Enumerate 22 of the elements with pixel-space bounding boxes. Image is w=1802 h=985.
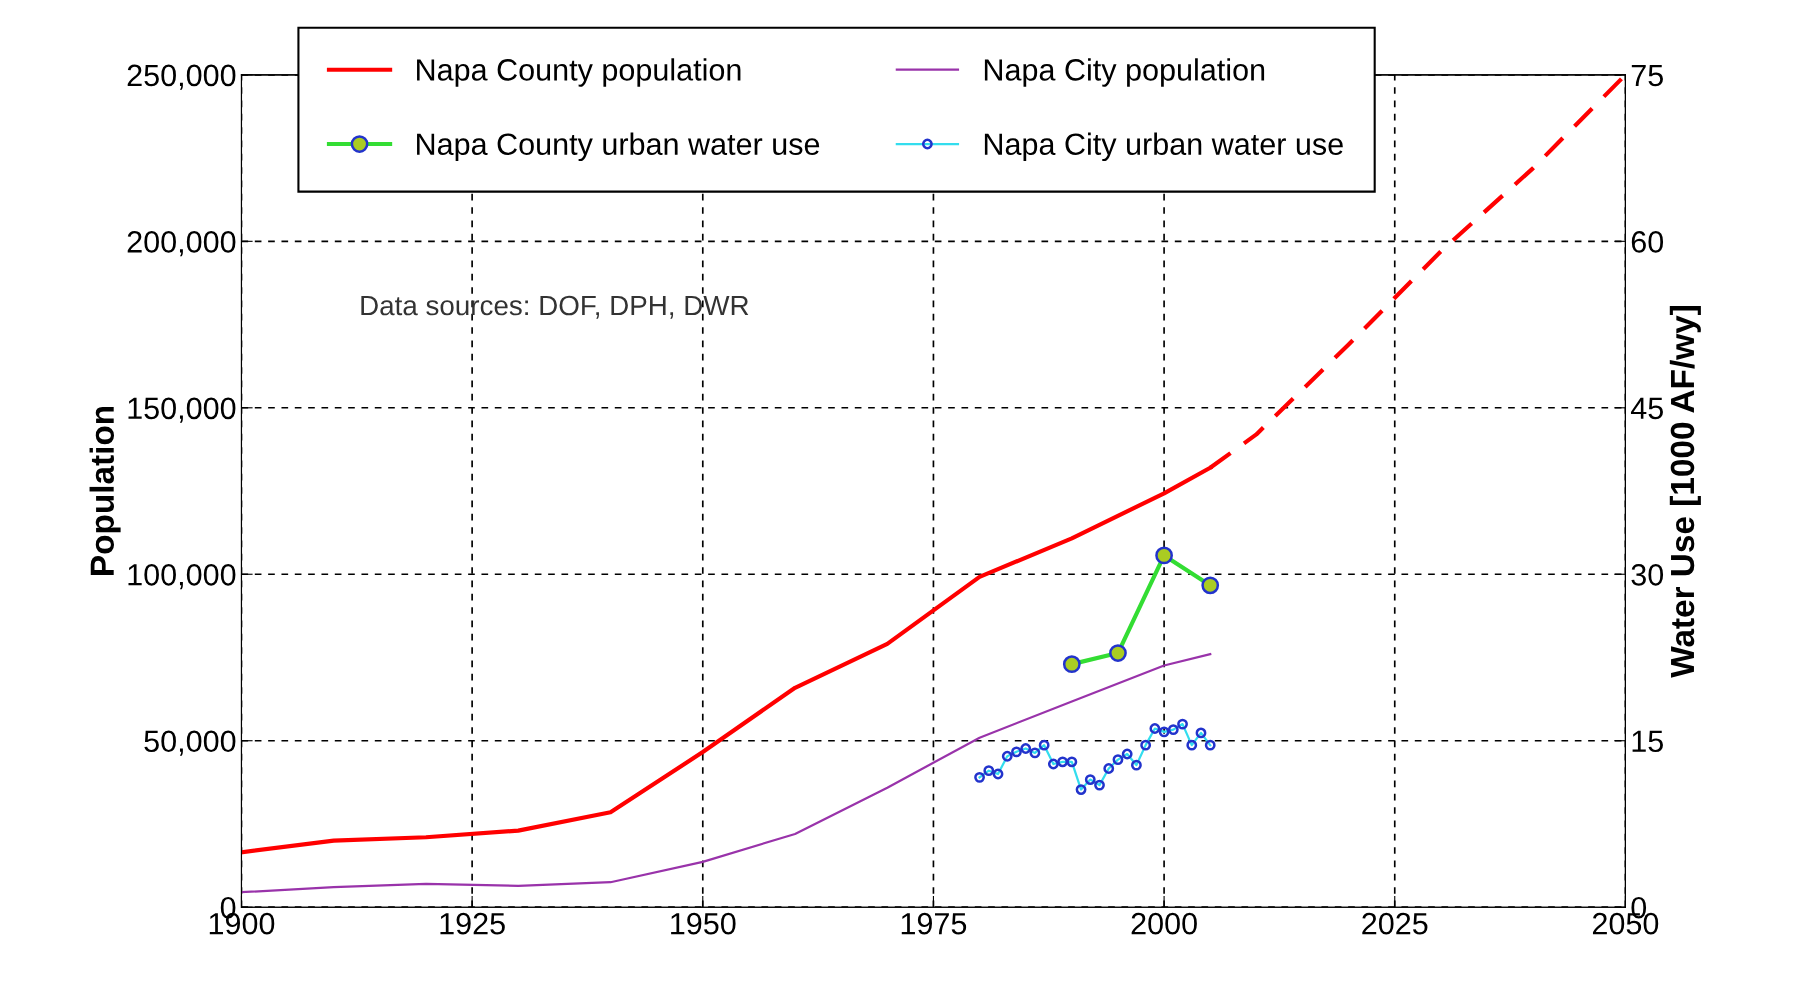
legend-label: Napa County population xyxy=(417,58,741,87)
x-tick-label: 1975 xyxy=(901,912,967,935)
y2-tick-label: 30 xyxy=(1631,563,1664,586)
annotation: Data sources: DOF, DPH, DWR xyxy=(361,295,749,319)
legend-label: Napa County urban water use xyxy=(417,132,820,162)
y2-tick-label: 75 xyxy=(1631,64,1663,87)
x-tick-label: 2000 xyxy=(1131,912,1197,935)
y2-tick-label: 45 xyxy=(1630,397,1663,420)
y2-axis-title: Water Use [1000 AF/wy] xyxy=(1669,306,1701,678)
y-tick-label: 200,000 xyxy=(127,231,236,257)
legend-label: Napa City urban water use xyxy=(984,132,1343,162)
y-tick-label: 50,000 xyxy=(144,730,236,756)
x-tick-label: 2025 xyxy=(1362,912,1428,935)
y-tick-label: 150,000 xyxy=(128,397,236,423)
y-axis-title: Population xyxy=(89,406,121,575)
y2-tick-label: 15 xyxy=(1632,730,1663,753)
legend-label: Napa City population xyxy=(984,58,1265,87)
y2-tick-label: 60 xyxy=(1631,231,1664,253)
y-tick-label: 250,000 xyxy=(127,64,236,90)
x-tick-label: 1950 xyxy=(671,912,736,935)
x-tick-label: 1925 xyxy=(440,912,505,935)
y-tick-label: 100,000 xyxy=(128,563,236,590)
